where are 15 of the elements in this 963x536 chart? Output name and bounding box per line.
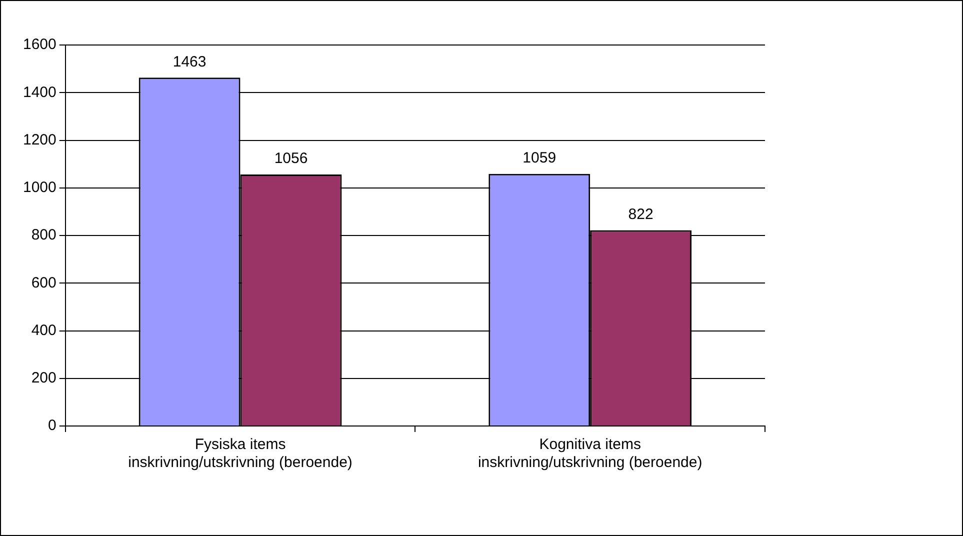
y-tick-label: 1200 [22,131,56,148]
data-label: 1056 [274,150,308,168]
y-tick-label: 1000 [22,179,56,196]
y-tick-label: 0 [48,417,56,434]
y-tick-label: 1400 [22,84,56,101]
y-tick-label: 400 [31,322,56,339]
x-tick-label: Kognitiva items inskrivning/utskrivning (beroende) [478,436,702,472]
data-label: 1463 [172,53,206,70]
y-tick-label: 1600 [22,36,56,54]
y-tick-label: 800 [31,226,56,244]
data-label: 1059 [522,149,556,166]
y-tick-label: 200 [31,370,56,387]
y-tick-label: 600 [31,274,56,292]
data-label: 822 [628,206,654,223]
x-tick-label: Fysiska items inskrivning/utskrivning (beroende) [128,436,352,472]
